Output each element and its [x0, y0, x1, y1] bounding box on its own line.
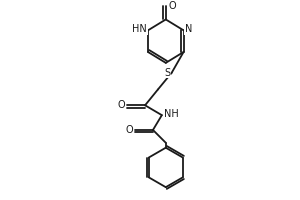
Text: S: S — [165, 68, 171, 78]
Text: O: O — [169, 1, 176, 11]
Text: NH: NH — [164, 109, 178, 119]
Text: O: O — [118, 100, 125, 110]
Text: N: N — [184, 24, 192, 34]
Text: O: O — [126, 125, 133, 135]
Text: HN: HN — [132, 24, 147, 34]
